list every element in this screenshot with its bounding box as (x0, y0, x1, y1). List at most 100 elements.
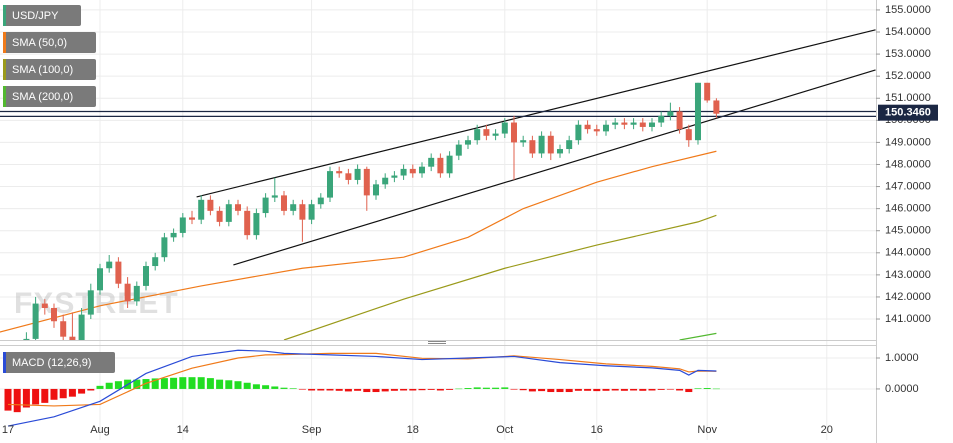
candle-body (253, 213, 260, 236)
legend-label: SMA (50,0) (12, 37, 67, 49)
y-tick-label: 152.0000 (885, 70, 931, 82)
candle-body (704, 82, 711, 101)
histogram-bar (538, 388, 546, 392)
legend-box[interactable] (3, 32, 96, 53)
candle-body (124, 283, 131, 302)
x-tick-label: Nov (697, 424, 717, 436)
histogram-bar (565, 388, 573, 393)
histogram-bar (390, 388, 398, 391)
candle-body (280, 195, 287, 211)
histogram-bar (694, 388, 702, 389)
histogram-bar (289, 388, 297, 389)
histogram-bar (703, 388, 711, 389)
sma-line (283, 214, 717, 340)
candle-body (161, 237, 168, 258)
candle-body (60, 321, 67, 337)
candle-body (363, 168, 370, 196)
candle-body (566, 140, 573, 150)
x-tick-label: 16 (591, 424, 603, 436)
legend-box[interactable] (3, 59, 96, 80)
candle-body (529, 140, 536, 154)
histogram-bar (519, 388, 527, 391)
legend-swatch (3, 352, 6, 373)
candle-body (69, 336, 76, 340)
histogram-bar (22, 388, 30, 408)
candle-body (685, 129, 692, 141)
histogram-bar (400, 388, 408, 391)
histogram-bar (4, 388, 12, 411)
candle-body (464, 140, 471, 145)
histogram-bar (50, 388, 58, 400)
legend-label: MACD (12,26,9) (12, 357, 91, 369)
legend-swatch (3, 59, 6, 80)
histogram-bar (363, 388, 371, 393)
histogram-bar (418, 388, 426, 391)
y-tick-label: 149.0000 (885, 136, 931, 148)
histogram-bar (639, 388, 647, 391)
histogram-bar (114, 381, 122, 389)
legend-swatch (3, 86, 6, 107)
histogram-bar (271, 386, 279, 389)
x-tick-label: 17 (2, 424, 14, 436)
legend-swatch (3, 32, 6, 53)
candle-body (437, 157, 444, 174)
legend-box[interactable] (3, 352, 115, 373)
candle-body (658, 115, 665, 123)
y-tick-label: 143.0000 (885, 269, 931, 281)
y-tick-label: 142.0000 (885, 291, 931, 303)
histogram-bar (676, 388, 684, 391)
candle-body (317, 197, 324, 205)
legend-label: USD/JPY (12, 10, 59, 22)
candle-body (492, 133, 499, 136)
y-tick-label: 153.0000 (885, 48, 931, 60)
histogram-bar (133, 379, 141, 389)
macd-plot (4, 349, 720, 427)
legend-box[interactable] (3, 86, 96, 107)
histogram-bar (68, 388, 76, 397)
histogram-bar (326, 388, 334, 391)
x-tick-label: 20 (821, 424, 833, 436)
histogram-bar (648, 388, 656, 391)
candle-body (409, 168, 416, 174)
candle-body (602, 124, 609, 132)
candle-body (400, 168, 407, 176)
price-label: 150.3460 (885, 107, 931, 119)
candle-body (234, 204, 241, 211)
price-marker (878, 104, 938, 121)
candle-body (133, 285, 140, 302)
histogram-bar (685, 388, 693, 393)
candle-body (216, 210, 223, 222)
histogram-bar (666, 388, 674, 390)
candle-body (593, 129, 600, 132)
x-tick-label: Sep (302, 424, 322, 436)
histogram-bar (455, 388, 463, 390)
histogram-bar (593, 388, 601, 392)
candle-body (575, 124, 582, 141)
legend: USD/JPY SMA (50,0) SMA (100,0) SMA (200,0) M… (3, 5, 115, 373)
histogram-bar (464, 388, 472, 389)
macd-line (7, 349, 717, 427)
histogram-bar (556, 388, 564, 393)
candle-body (418, 166, 425, 174)
candle-body (612, 122, 619, 125)
candle-body (676, 111, 683, 130)
candle-body (207, 199, 214, 211)
y-tick-label: 155.0000 (885, 4, 931, 16)
candle-body (520, 140, 527, 143)
x-tick-label: Oct (496, 424, 513, 436)
histogram-bar (381, 388, 389, 392)
candle-body (345, 173, 352, 180)
candle-body (510, 122, 517, 143)
candle-body (115, 261, 122, 284)
histogram-bar (280, 387, 288, 389)
candle-body (354, 168, 361, 180)
sma-line (0, 150, 717, 333)
legend-box[interactable] (3, 5, 81, 26)
candle-body (336, 171, 343, 174)
histogram-bar (32, 388, 40, 405)
histogram-bar (446, 388, 454, 390)
watermark: FXSTREET (14, 287, 179, 320)
y-tick-label: 151.0000 (885, 92, 931, 104)
candle-body (713, 100, 720, 114)
y-tick-label: 144.0000 (885, 247, 931, 259)
